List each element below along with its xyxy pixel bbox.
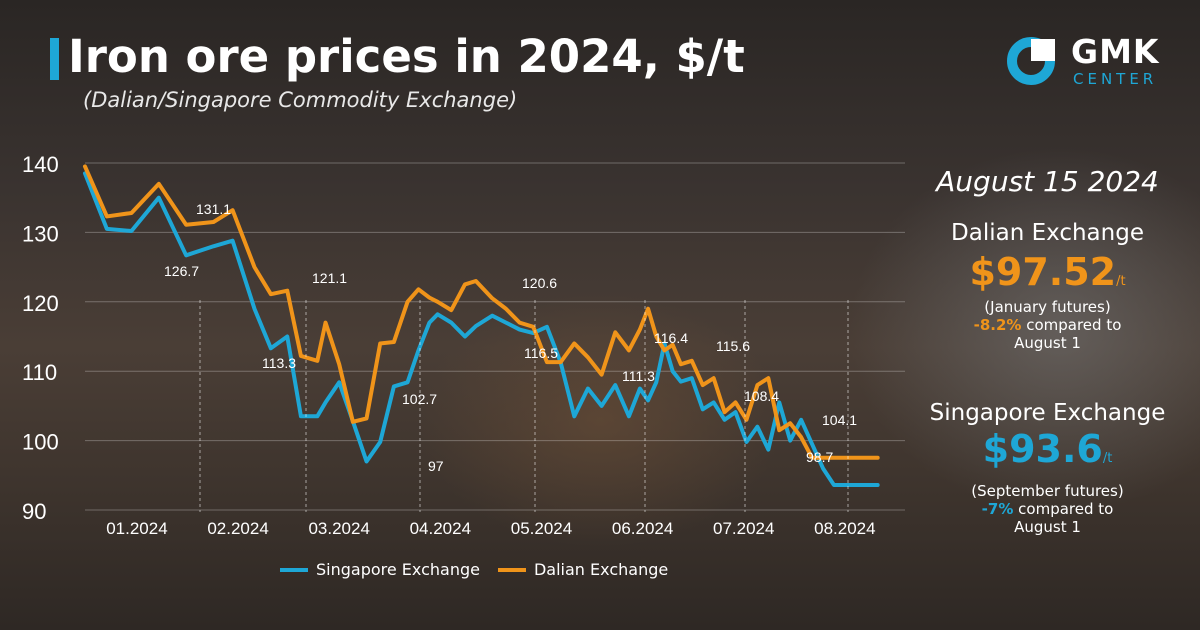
y-tick-label: 130 (22, 221, 59, 246)
legend-swatch-singapore (280, 567, 308, 572)
data-label: 113.3 (262, 355, 296, 371)
legend-label-dalian: Dalian Exchange (533, 560, 669, 579)
singapore-futures: (September futures) (971, 482, 1124, 500)
data-label: 97 (428, 458, 444, 474)
data-label: 98.7 (806, 449, 833, 465)
singapore-ref-date: August 1 (1014, 518, 1081, 536)
data-label: 111.3 (622, 368, 655, 384)
x-tick-label: 03.2024 (308, 519, 369, 538)
singapore-note: (September futures) -7% compared to Augu… (905, 482, 1190, 536)
chart-legend: Singapore Exchange Dalian Exchange (280, 560, 668, 579)
legend-swatch-dalian (497, 567, 526, 572)
x-tick-label: 05.2024 (511, 519, 572, 538)
data-label: 116.5 (524, 345, 558, 361)
report-date: August 15 2024 (936, 165, 1159, 198)
gmk-logo: GMK CENTER (1005, 32, 1175, 92)
x-tick-label: 01.2024 (106, 519, 167, 538)
y-tick-label: 110 (22, 360, 57, 385)
chart-series (83, 164, 880, 488)
singapore-price-value: $93.6 (982, 427, 1103, 471)
dalian-price-unit: /t (1116, 274, 1126, 289)
dalian-price: $97.52/t (905, 250, 1190, 294)
data-label: 131.1 (196, 201, 231, 217)
x-tick-label: 02.2024 (207, 519, 268, 538)
singapore-exchange-name: Singapore Exchange (929, 400, 1166, 426)
dalian-futures: (January futures) (984, 298, 1111, 316)
page-subtitle: (Dalian/Singapore Commodity Exchange) (83, 88, 518, 112)
gmk-ring-icon (1007, 37, 1055, 85)
dalian-change-text: compared to (1026, 316, 1122, 334)
title-accent-bar (50, 38, 59, 80)
dalian-change: -8.2% (973, 316, 1022, 334)
series-line-singapore (83, 171, 880, 488)
data-label: 121.1 (312, 270, 347, 286)
data-label: 126.7 (164, 263, 199, 279)
legend-item-dalian: Dalian Exchange (497, 560, 669, 579)
y-tick-label: 140 (22, 152, 59, 177)
singapore-change-text: compared to (1018, 500, 1114, 518)
dalian-price-value: $97.52 (969, 250, 1117, 294)
data-label: 108.4 (744, 388, 779, 404)
x-tick-label: 06.2024 (612, 519, 673, 538)
series-line-dalian (83, 164, 880, 460)
legend-label-singapore: Singapore Exchange (316, 560, 480, 579)
singapore-price: $93.6/t (905, 427, 1190, 471)
dalian-ref-date: August 1 (1014, 334, 1081, 352)
singapore-change: -7% (981, 500, 1014, 518)
x-tick-label: 04.2024 (410, 519, 471, 538)
x-tick-label: 08.2024 (814, 519, 875, 538)
y-tick-label: 90 (22, 499, 46, 524)
y-axis: 90 100 110 120 130 140 (22, 152, 59, 524)
logo-subtitle: CENTER (1073, 70, 1158, 88)
legend-item-singapore: Singapore Exchange (280, 560, 480, 579)
x-tick-label: 07.2024 (713, 519, 774, 538)
x-axis: 01.2024 02.2024 03.2024 04.2024 05.2024 06.20… (106, 519, 875, 538)
data-label: 104.1 (822, 412, 857, 428)
y-tick-label: 100 (22, 430, 59, 455)
y-tick-label: 120 (22, 291, 59, 316)
logo-name: GMK (1071, 32, 1160, 71)
chart-annotations: 126.7 131.1 113.3 121.1 97 102.7 120.6 116.5 116… (164, 201, 857, 512)
dalian-note: (January futures) -8.2% compared to Augu… (905, 298, 1190, 352)
singapore-price-unit: /t (1102, 451, 1113, 466)
data-label: 120.6 (522, 275, 557, 291)
data-label: 102.7 (402, 391, 437, 407)
data-label: 116.4 (654, 330, 688, 346)
page-title: Iron ore prices in 2024, $/t (68, 30, 745, 83)
dalian-exchange-name: Dalian Exchange (951, 220, 1144, 246)
data-label: 115.6 (716, 338, 750, 354)
